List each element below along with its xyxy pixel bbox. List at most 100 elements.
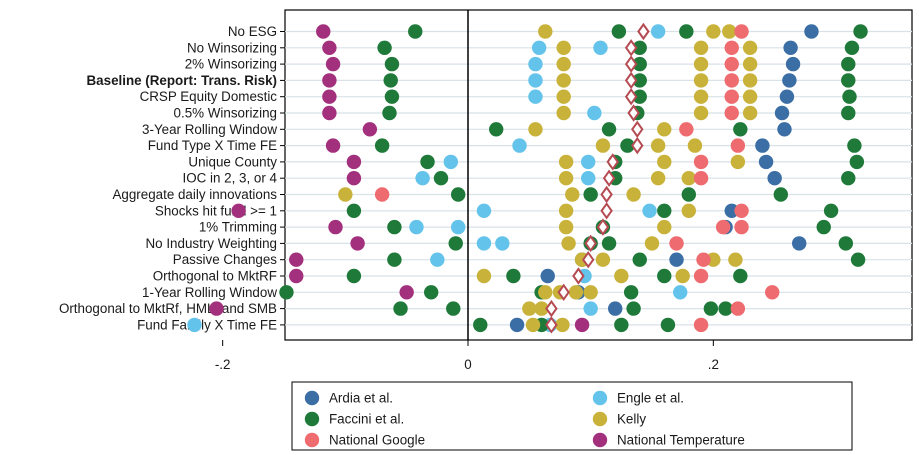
point-engle-et-al: [476, 203, 492, 218]
point-faccini-et-al: [632, 56, 647, 72]
point-kelly: [742, 89, 758, 104]
median-diamond: [637, 22, 650, 41]
legend-marker-faccini-et-al: [304, 411, 320, 427]
point-national-google: [724, 40, 739, 55]
point-national-google: [696, 252, 711, 267]
legend-label-kelly: Kelly: [617, 412, 646, 427]
point-national-temperature: [328, 219, 343, 235]
point-kelly: [657, 122, 672, 137]
legend-label-faccini-et-al: Faccini et al.: [329, 412, 404, 427]
median-diamond: [624, 87, 638, 106]
point-national-google: [734, 24, 749, 39]
point-national-google: [730, 138, 746, 153]
legend-marker-kelly: [592, 411, 608, 427]
point-national-google: [724, 89, 739, 104]
point-kelly: [538, 285, 553, 300]
y-tick-label: Unique County: [188, 154, 277, 169]
point-national-temperature: [231, 203, 246, 218]
point-engle-et-al: [587, 105, 602, 121]
y-tick-label: Fund Type X Time FE: [148, 138, 277, 153]
point-national-google: [724, 56, 739, 72]
point-faccini-et-al: [614, 317, 629, 333]
point-faccini-et-al: [733, 268, 748, 284]
point-faccini-et-al: [632, 89, 647, 104]
point-ardia-et-al: [783, 40, 798, 55]
legend-label-engle-et-al: Engle et al.: [617, 391, 684, 406]
point-faccini-et-al: [681, 187, 696, 202]
point-faccini-et-al: [841, 171, 856, 186]
y-tick-label: Aggregate daily innovations: [112, 187, 277, 202]
x-tick-label: .2: [708, 357, 719, 372]
point-engle-et-al: [450, 219, 466, 235]
y-tick-label: Orthogonal to MktRF: [153, 269, 277, 284]
point-kelly: [693, 56, 709, 72]
point-national-temperature: [399, 285, 414, 300]
y-tick-label: 1% Trimming: [199, 220, 277, 235]
point-engle-et-al: [409, 219, 424, 235]
legend-marker-ardia-et-al: [304, 390, 320, 406]
point-ardia-et-al: [777, 122, 792, 137]
plot-area: [284, 9, 913, 341]
point-kelly: [728, 252, 743, 267]
point-faccini-et-al: [632, 252, 647, 267]
point-faccini-et-al: [448, 236, 463, 251]
point-national-temperature: [346, 154, 362, 170]
x-tick-label: -.2: [215, 357, 231, 372]
point-faccini-et-al: [626, 301, 641, 316]
point-national-google: [669, 236, 684, 251]
point-faccini-et-al: [393, 301, 408, 316]
point-kelly: [555, 317, 570, 333]
point-kelly: [650, 171, 666, 186]
point-national-temperature: [322, 73, 337, 88]
point-faccini-et-al: [384, 89, 400, 104]
y-tick-label: 1-Year Rolling Window: [142, 285, 277, 300]
legend-box: [291, 381, 853, 451]
point-faccini-et-al: [660, 317, 676, 333]
point-engle-et-al: [642, 203, 657, 218]
legend: Ardia et al. Engle et al. Faccini et al. Ke…: [291, 381, 853, 451]
point-faccini-et-al: [620, 138, 635, 153]
median-diamond: [581, 250, 595, 269]
point-kelly: [522, 301, 537, 316]
point-kelly: [693, 40, 709, 55]
point-kelly: [681, 203, 696, 218]
point-ardia-et-al: [758, 154, 774, 170]
point-kelly: [528, 122, 543, 137]
median-diamond: [602, 169, 616, 187]
point-faccini-et-al: [703, 301, 719, 316]
point-ardia-et-al: [608, 301, 623, 316]
point-faccini-et-al: [387, 219, 402, 235]
point-kelly: [556, 40, 571, 55]
point-faccini-et-al: [657, 203, 672, 218]
point-ardia-et-al: [779, 89, 795, 104]
point-national-temperature: [325, 138, 341, 153]
point-faccini-et-al: [506, 268, 521, 284]
point-engle-et-al: [528, 73, 543, 88]
point-kelly: [693, 105, 709, 121]
point-national-temperature: [574, 317, 590, 333]
point-faccini-et-al: [838, 236, 854, 251]
point-national-temperature: [346, 171, 362, 186]
point-ardia-et-al: [509, 317, 525, 333]
point-national-temperature: [325, 56, 341, 72]
point-engle-et-al: [512, 138, 527, 153]
point-kelly: [644, 236, 660, 251]
point-faccini-et-al: [489, 122, 504, 137]
point-engle-et-al: [443, 154, 459, 170]
point-kelly: [558, 219, 574, 235]
legend-marker-engle-et-al: [592, 390, 608, 406]
point-faccini-et-al: [583, 187, 598, 202]
median-diamond: [600, 202, 613, 220]
point-faccini-et-al: [387, 252, 402, 267]
point-faccini-et-al: [623, 285, 639, 300]
median-diamond: [631, 136, 644, 155]
median-diamond: [624, 71, 638, 90]
y-tick-label: 2% Winsorizing: [185, 57, 277, 72]
point-kelly: [742, 105, 758, 121]
point-faccini-et-al: [408, 24, 423, 39]
y-tick-label: 3-Year Rolling Window: [142, 122, 277, 137]
point-national-google: [715, 219, 731, 235]
point-national-temperature: [289, 252, 304, 267]
point-engle-et-al: [430, 252, 445, 267]
